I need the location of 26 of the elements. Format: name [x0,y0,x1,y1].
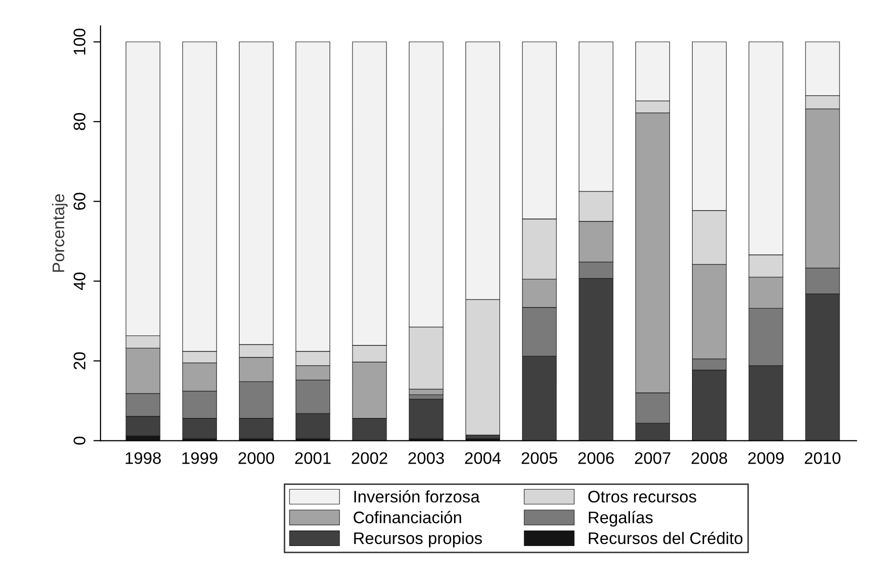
y-tick-label: 20 [74,352,86,370]
y-tick-label: 80 [74,113,86,130]
legend-label: Cofinanciación [354,510,462,524]
y-tick-label: 100 [74,28,86,54]
legend-label: Recursos del Crédito [588,532,742,544]
x-tick-label: 2006 [578,452,614,464]
x-tick-label: 1999 [182,452,218,464]
x-tick-label: 2007 [634,452,670,464]
x-tick-label: 2004 [465,452,501,464]
legend-label: Recursos propios [354,532,482,548]
x-tick-label: 2003 [408,452,444,464]
x-tick-label: 2000 [238,452,274,464]
x-tick-label: 2005 [522,452,558,464]
y-tick-label: 40 [74,272,86,290]
y-tick-label: 60 [74,192,86,210]
y-tick-label: 0 [74,436,86,445]
x-tick-label: 2010 [804,452,840,464]
x-tick-label: 2002 [352,452,388,464]
y-axis-title: Porcentaje [52,194,68,272]
x-tick-label: 2001 [295,452,331,464]
legend-label: Inversión forzosa [354,490,480,503]
x-tick-label: 2009 [748,452,784,464]
legend-label: Otros recursos [588,490,696,503]
legend-label: Regalías [588,510,653,527]
x-tick-label: 1998 [126,452,161,464]
x-tick-label: 2008 [692,452,728,464]
